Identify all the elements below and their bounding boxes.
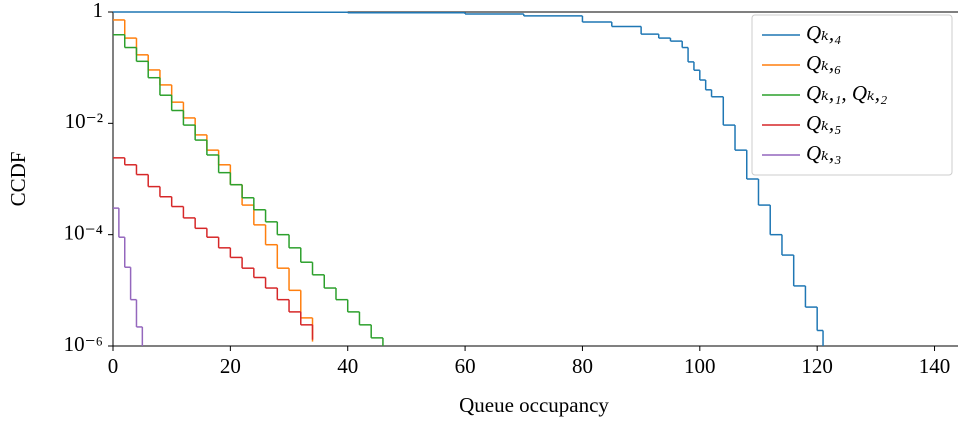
y-tick-label: 10⁻² [65,109,103,133]
legend-box [751,14,953,176]
y-tick-label: 10⁻⁶ [64,332,103,356]
series-line [113,34,384,346]
legend-label: Qₖ,₆ [806,51,841,75]
series-line [113,19,314,342]
x-tick-label: 120 [801,354,833,378]
x-axis-label: Queue occupancy [459,393,609,417]
legend-label: Qₖ,₃ [806,141,841,165]
y-tick-label: 1 [93,0,104,22]
x-tick-label: 20 [220,354,241,378]
legend-label: Qₖ,₁, Qₖ,₂ [806,81,887,105]
x-tick-label: 80 [572,354,593,378]
x-tick-label: 60 [455,354,476,378]
legend-label: Qₖ,₄ [806,21,841,45]
legend-label: Qₖ,₅ [806,111,841,135]
series-line [113,157,314,340]
x-tick-label: 40 [337,354,358,378]
x-tick-label: 0 [108,354,119,378]
x-tick-label: 100 [684,354,716,378]
series-line [113,207,144,346]
series-line [113,11,824,346]
y-axis-label: CCDF [6,152,30,207]
y-tick-label: 10⁻⁴ [64,220,103,244]
x-tick-label: 140 [919,354,951,378]
